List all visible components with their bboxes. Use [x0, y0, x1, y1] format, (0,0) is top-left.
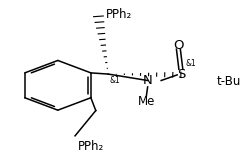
Text: &1: &1 [185, 59, 196, 68]
Text: &1: &1 [109, 76, 120, 85]
Text: N: N [143, 74, 152, 87]
Text: t-Bu: t-Bu [217, 75, 241, 88]
Text: PPh₂: PPh₂ [78, 140, 104, 153]
Text: S: S [177, 68, 185, 81]
Text: O: O [173, 39, 184, 52]
Text: Me: Me [138, 95, 155, 108]
Text: PPh₂: PPh₂ [106, 8, 132, 21]
